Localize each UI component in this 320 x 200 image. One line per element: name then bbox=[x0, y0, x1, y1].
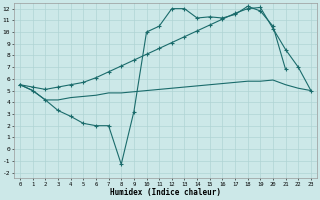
X-axis label: Humidex (Indice chaleur): Humidex (Indice chaleur) bbox=[110, 188, 221, 197]
